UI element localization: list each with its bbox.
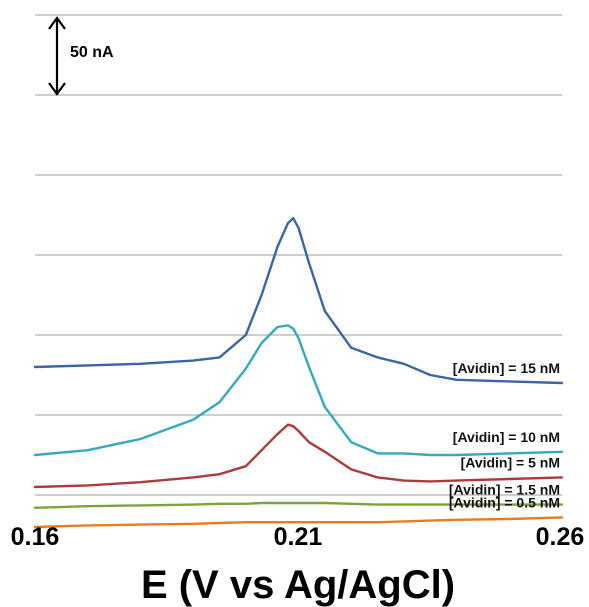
x-tick-label-0: 0.16 [11,523,60,551]
gridlines [35,14,562,496]
trace-2 [33,423,564,489]
scale-bar-arrow-top [48,16,66,30]
trace-labels: [Avidin] = 0.5 nM[Avidin] = 1.5 nM [Avidi… [449,360,560,510]
trace-label-0: [Avidin] = 0.5 nM [449,494,560,510]
x-tick-labels: 0.16 0.21 0.26 [11,523,585,551]
x-tick-label-2: 0.26 [536,523,585,551]
trace-4 [33,217,564,385]
traces [33,217,564,529]
x-tick-label-1: 0.21 [274,523,323,551]
trace-0 [33,516,564,529]
trace-label-4: [Avidin] = 15 nM [453,360,560,376]
trace-1 [33,501,564,509]
scale-bar-arrow-bottom [48,82,66,96]
x-axis-label: E (V vs Ag/AgCl) [141,563,455,607]
trace-label-1: [Avidin] = 1.5 nM [449,482,560,498]
trace-label-2: [Avidin] = 5 nM [461,454,560,470]
scale-bar-label: 50 nA [70,44,114,61]
trace-3 [33,324,564,457]
scale-bar: 50 nA [48,16,114,96]
trace-label-3: [Avidin] = 10 nM [453,429,560,445]
